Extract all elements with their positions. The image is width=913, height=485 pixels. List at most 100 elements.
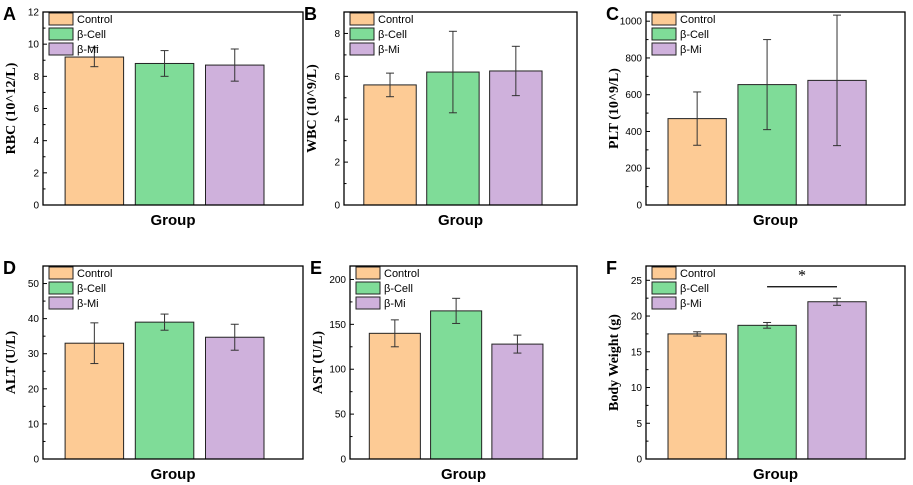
legend: Control β-Cell β-Mi	[651, 266, 715, 310]
panel-letter: B	[304, 4, 317, 24]
y-tick-label: 5	[636, 419, 642, 430]
legend-label: Control	[384, 268, 419, 280]
legend-swatch	[48, 42, 74, 56]
panel-c: C Control β-Cell β-Mi 0 200 400 600 800 1000 PLT (…	[606, 4, 906, 229]
plot-frame	[349, 265, 578, 460]
legend-swatch	[48, 296, 74, 310]
y-axis-label: Body Weight (g)	[607, 314, 622, 411]
x-axis-label: Group	[441, 466, 486, 483]
y-tick-label: 400	[625, 127, 642, 138]
x-axis-label: Group	[753, 212, 798, 229]
error-bar	[448, 30, 457, 114]
error-bar	[693, 91, 702, 146]
error-bar	[833, 14, 842, 147]
legend-label: β-Cell	[77, 283, 106, 295]
y-tick-label: 150	[329, 320, 346, 331]
x-axis-label: Group	[438, 212, 483, 229]
legend-label: Control	[77, 14, 112, 26]
y-tick-label: 4	[334, 115, 340, 126]
bar-control	[64, 56, 125, 206]
legend-swatch	[355, 281, 381, 295]
error-bar	[390, 319, 399, 348]
legend-label: β-Mi	[77, 44, 99, 56]
legend-label: β-Mi	[680, 298, 702, 310]
y-tick-label: 600	[625, 90, 642, 101]
legend-swatch	[349, 42, 375, 56]
error-bar	[230, 48, 239, 82]
y-tick-label: 1000	[620, 17, 643, 28]
legend-swatch	[48, 266, 74, 280]
y-tick-label: 25	[631, 276, 643, 287]
y-tick-label: 2	[33, 168, 39, 179]
bar-mi	[205, 336, 265, 460]
legend-label: Control	[680, 14, 715, 26]
y-axis-label: RBC (10^12/L)	[4, 62, 19, 154]
y-tick-label: 0	[33, 455, 39, 466]
plot-frame	[343, 11, 578, 206]
y-tick-label: 800	[625, 53, 642, 64]
y-tick-label: 6	[33, 104, 39, 115]
legend-swatch	[355, 296, 381, 310]
panel-e: E Control β-Cell β-Mi 0 50 100 150 200 AST (U/L) G…	[310, 258, 578, 483]
legend-swatch	[355, 266, 381, 280]
y-tick-label: 40	[28, 314, 40, 325]
legend-label: β-Mi	[378, 44, 400, 56]
bar-cell	[134, 321, 195, 460]
error-bar	[160, 50, 169, 77]
y-tick-label: 20	[28, 384, 40, 395]
bar-mi	[491, 343, 544, 460]
y-tick-label: 6	[334, 72, 340, 83]
y-tick-label: 100	[329, 365, 346, 376]
legend-swatch	[651, 266, 677, 280]
y-tick-label: 50	[28, 279, 40, 290]
significance-star: *	[798, 268, 806, 285]
legend-label: β-Cell	[378, 29, 407, 41]
legend-swatch	[651, 281, 677, 295]
y-tick-label: 0	[636, 201, 642, 212]
y-tick-label: 15	[631, 347, 643, 358]
bar-mi	[807, 301, 867, 460]
error-bar	[160, 313, 169, 331]
y-axis-label: ALT (U/L)	[4, 330, 19, 394]
error-bar	[230, 323, 239, 351]
error-bar	[763, 321, 772, 329]
legend-label: β-Cell	[680, 283, 709, 295]
y-tick-label: 50	[335, 410, 347, 421]
y-tick-label: 4	[33, 136, 39, 147]
legend-label: β-Cell	[77, 29, 106, 41]
bar-cell	[737, 324, 797, 460]
panel-letter: D	[3, 258, 16, 278]
legend: Control β-Cell β-Mi	[48, 266, 112, 310]
legend-swatch	[651, 42, 677, 56]
legend-label: Control	[77, 268, 112, 280]
x-axis-label: Group	[151, 466, 196, 483]
error-bar	[90, 46, 99, 68]
y-tick-label: 10	[631, 383, 643, 394]
error-bar	[386, 72, 395, 98]
bar-mi	[205, 64, 265, 206]
legend-swatch	[651, 27, 677, 41]
panel-letter: A	[3, 4, 16, 24]
bar-cell	[430, 310, 483, 460]
panel-letter: F	[606, 258, 617, 278]
x-axis-label: Group	[753, 466, 798, 483]
error-bar	[513, 334, 522, 354]
legend-swatch	[48, 281, 74, 295]
y-tick-label: 10	[28, 419, 40, 430]
panel-letter: E	[310, 258, 322, 278]
bar-control	[363, 84, 417, 206]
bar-control	[667, 333, 727, 460]
y-tick-label: 20	[631, 312, 643, 323]
error-bar	[693, 331, 702, 337]
legend-label: β-Mi	[680, 44, 702, 56]
y-tick-label: 2	[334, 158, 340, 169]
legend-swatch	[349, 12, 375, 26]
y-tick-label: 30	[28, 349, 40, 360]
y-tick-label: 0	[33, 201, 39, 212]
legend-label: β-Cell	[384, 283, 413, 295]
plot-frame	[42, 265, 304, 460]
panel-f: F * Control β-Cell β-Mi 0 5 10 15 20 25 Body Weight…	[606, 258, 906, 483]
panel-letter: C	[606, 4, 619, 24]
panel-d: D Control β-Cell β-Mi 0 10 20 30 40 50 ALT (U/L) Gr…	[3, 258, 304, 483]
